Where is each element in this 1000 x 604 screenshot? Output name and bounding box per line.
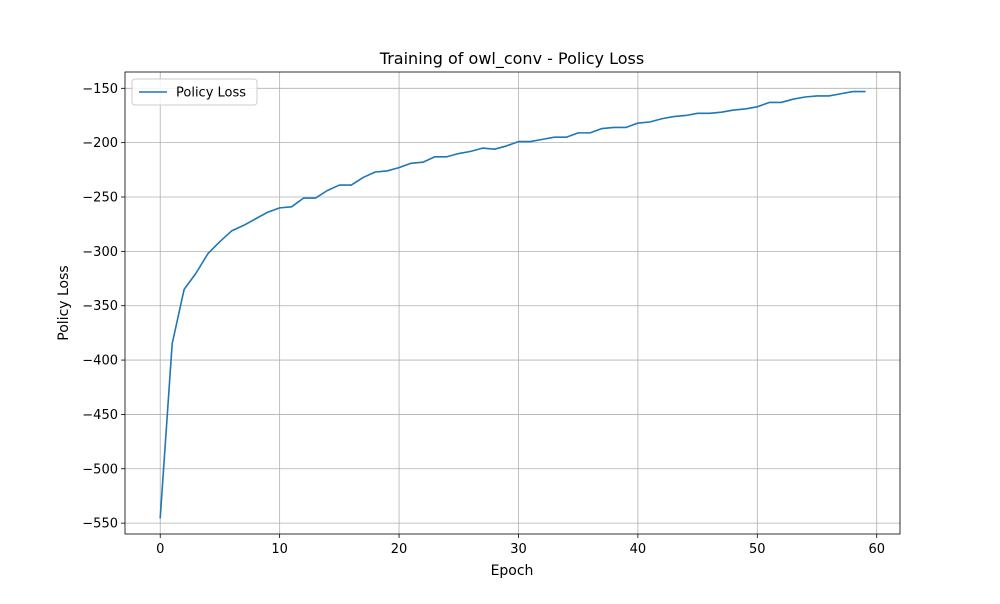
axes: 0 10 20 30 40 50 60 −550 −500 −450 −400 −350 −300 −25… [82,71,901,557]
y-axis-label: Policy Loss [56,265,72,340]
x-tick-label: 10 [271,542,288,557]
y-tick-label: −250 [82,191,118,206]
x-tick-label: 20 [391,542,408,557]
series-line [159,90,866,519]
x-tick-label: 50 [749,542,766,557]
y-tick-label: −400 [82,354,118,369]
x-tick-label: 30 [510,542,527,557]
y-tick-label: −450 [82,408,118,423]
y-tick-label: −500 [82,462,118,477]
x-axis-label: Epoch [491,563,534,579]
series-layer [159,90,866,519]
y-tick-label: −350 [82,299,118,314]
y-tick-label: −200 [82,136,118,151]
legend-box [131,78,258,106]
x-tick-label: 40 [630,542,647,557]
x-tick-label: 0 [156,542,164,557]
legend-label: Policy Loss [176,86,246,101]
y-tick-label: −150 [82,82,118,97]
chart-title: Training of owl_conv - Policy Loss [379,49,644,69]
grid [125,72,900,534]
legend: Policy Loss [131,78,258,106]
x-tick-label: 60 [868,542,885,557]
y-tick-label: −550 [82,517,118,532]
y-tick-label: −300 [82,245,118,260]
plot-frame [124,71,901,535]
